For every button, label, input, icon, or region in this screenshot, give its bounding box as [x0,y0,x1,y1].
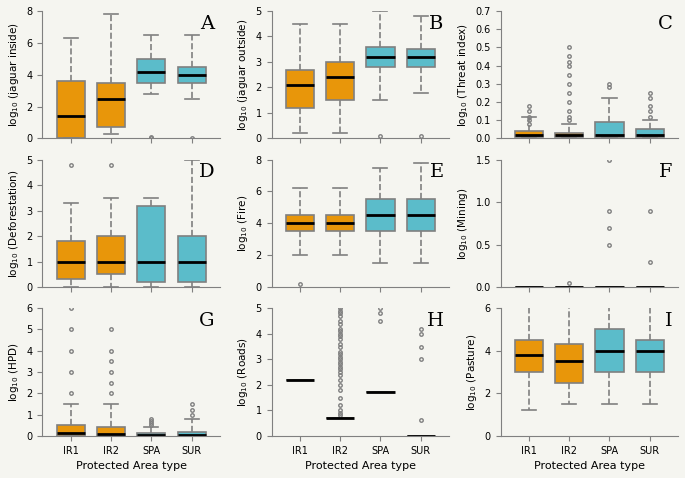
PathPatch shape [366,47,395,67]
Text: F: F [659,163,673,182]
PathPatch shape [177,236,205,282]
PathPatch shape [286,70,314,108]
PathPatch shape [177,67,205,83]
X-axis label: Protected Area type: Protected Area type [305,461,416,471]
PathPatch shape [97,427,125,436]
Text: B: B [429,15,444,33]
Y-axis label: log$_{10}$ (Roads): log$_{10}$ (Roads) [236,337,250,407]
X-axis label: Protected Area type: Protected Area type [76,461,187,471]
PathPatch shape [286,216,314,231]
PathPatch shape [326,62,354,100]
PathPatch shape [177,432,205,436]
PathPatch shape [57,241,85,280]
Text: A: A [201,15,214,33]
PathPatch shape [636,130,664,137]
Y-axis label: log$_{10}$ (Mining): log$_{10}$ (Mining) [456,187,470,260]
Text: C: C [658,15,673,33]
Text: D: D [199,163,214,182]
Y-axis label: log$_{10}$ (Fire): log$_{10}$ (Fire) [236,195,250,252]
PathPatch shape [407,49,435,67]
PathPatch shape [636,340,664,372]
Y-axis label: log$_{10}$ (jaguar inside): log$_{10}$ (jaguar inside) [7,22,21,127]
Y-axis label: log$_{10}$ (Threat index): log$_{10}$ (Threat index) [456,23,470,127]
PathPatch shape [57,81,85,139]
Text: G: G [199,312,214,330]
X-axis label: Protected Area type: Protected Area type [534,461,645,471]
PathPatch shape [97,236,125,274]
PathPatch shape [407,199,435,231]
PathPatch shape [326,216,354,231]
PathPatch shape [595,122,623,137]
PathPatch shape [137,433,166,436]
Y-axis label: log$_{10}$ (Deforestation): log$_{10}$ (Deforestation) [7,169,21,278]
PathPatch shape [555,133,583,137]
PathPatch shape [366,199,395,231]
PathPatch shape [57,425,85,436]
PathPatch shape [97,83,125,127]
PathPatch shape [555,344,583,382]
PathPatch shape [595,329,623,372]
Y-axis label: log$_{10}$ (jaguar outside): log$_{10}$ (jaguar outside) [236,19,250,131]
PathPatch shape [137,206,166,282]
PathPatch shape [514,340,543,372]
PathPatch shape [137,59,166,83]
Text: H: H [427,312,444,330]
Y-axis label: log$_{10}$ (Pasture): log$_{10}$ (Pasture) [465,333,479,411]
Y-axis label: log$_{10}$ (HPD): log$_{10}$ (HPD) [7,342,21,402]
Text: E: E [429,163,444,182]
Text: I: I [665,312,673,330]
PathPatch shape [514,131,543,137]
